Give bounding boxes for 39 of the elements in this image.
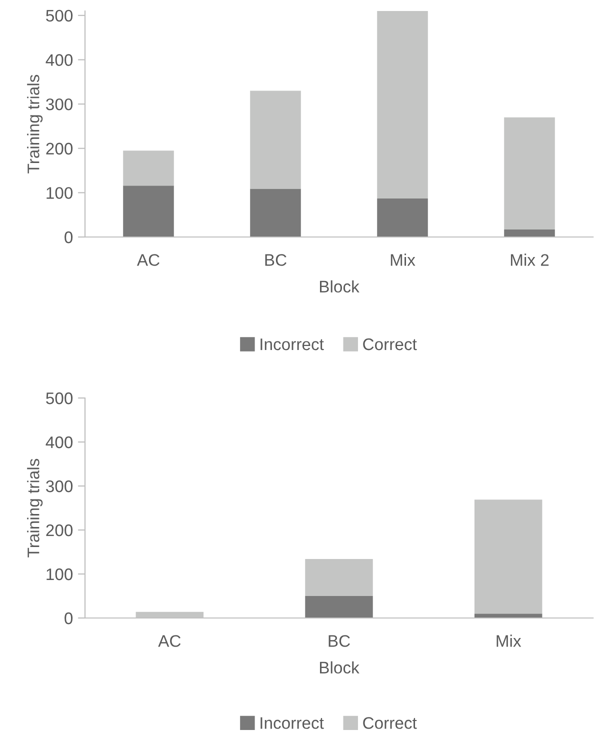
bar — [250, 188, 301, 237]
y-tick-label: 100 — [46, 568, 73, 580]
x-tick-label: Mix 2 — [510, 254, 549, 266]
y-tick-label: 400 — [46, 436, 73, 448]
x-tick-label: AC — [136, 254, 160, 266]
bar — [123, 186, 174, 237]
bar — [377, 11, 428, 198]
legend-label: Incorrect — [260, 338, 324, 350]
legend-label: Correct — [363, 338, 417, 350]
y-tick-label: 200 — [46, 524, 73, 536]
legend-label: Correct — [363, 717, 417, 729]
x-axis-title: Block — [320, 661, 360, 674]
x-tick-label: BC — [265, 254, 286, 266]
x-tick-label: Mix — [390, 254, 416, 266]
bar — [123, 150, 174, 186]
bar — [504, 229, 555, 237]
y-axis-title: Training trials — [27, 74, 43, 174]
x-axis-title: Block — [320, 280, 360, 293]
y-tick-label: 500 — [46, 392, 73, 404]
y-axis-title: Training trials — [27, 458, 43, 558]
bar — [504, 117, 555, 230]
x-tick-label: Mix — [496, 634, 522, 647]
bar — [250, 90, 301, 189]
y-tick-label: 400 — [46, 54, 73, 66]
x-tick-label: AC — [158, 635, 181, 647]
legend-label: Incorrect — [260, 717, 324, 729]
bar — [474, 614, 542, 618]
y-tick-label: 100 — [46, 187, 73, 199]
bar — [377, 198, 428, 237]
bar — [474, 500, 542, 614]
x-tick-label: BC — [328, 635, 350, 647]
y-tick-label: 500 — [46, 10, 73, 22]
y-tick-label: 300 — [46, 480, 73, 492]
y-tick-label: 300 — [46, 98, 73, 110]
bar — [305, 559, 373, 596]
bar — [305, 596, 373, 618]
y-tick-label: 0 — [64, 612, 73, 624]
y-tick-label: 0 — [64, 231, 73, 244]
y-tick-label: 200 — [46, 142, 73, 155]
